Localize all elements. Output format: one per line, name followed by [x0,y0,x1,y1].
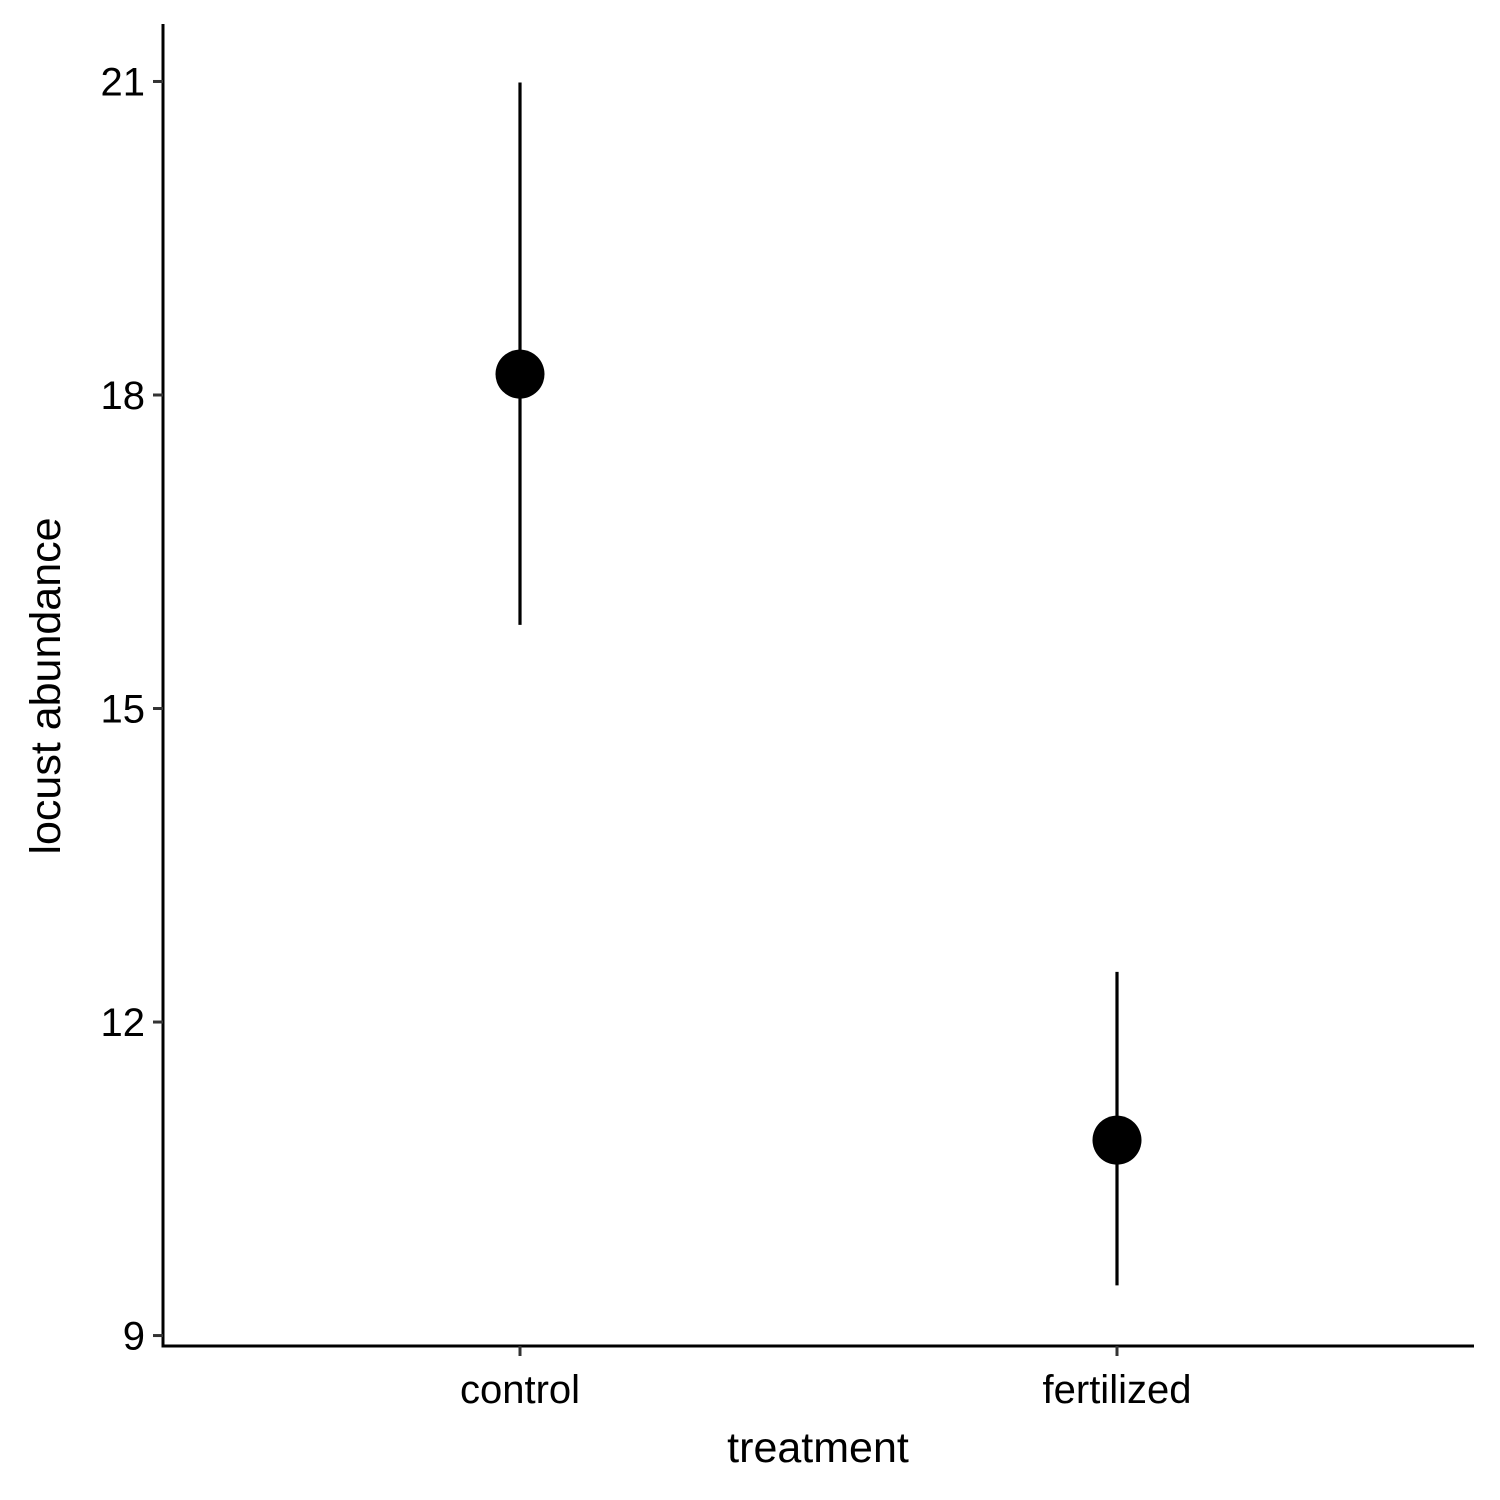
y-tick-label: 9 [123,1315,145,1359]
y-tick-label: 18 [101,374,146,418]
y-axis: 9 12 15 18 21 [101,24,165,1359]
x-axis-title: treatment [727,1424,909,1472]
x-tick-label: control [460,1368,580,1412]
data-point [495,349,545,399]
plot-marks [495,82,1142,1286]
y-tick-label: 15 [101,688,146,732]
y-tick-label: 12 [101,1001,146,1045]
x-tick-label: fertilized [1043,1368,1192,1412]
x-axis: control fertilized [161,1344,1474,1412]
data-point [1092,1115,1142,1165]
y-tick-label: 21 [101,60,146,104]
y-axis-title: locust abundance [22,517,70,854]
